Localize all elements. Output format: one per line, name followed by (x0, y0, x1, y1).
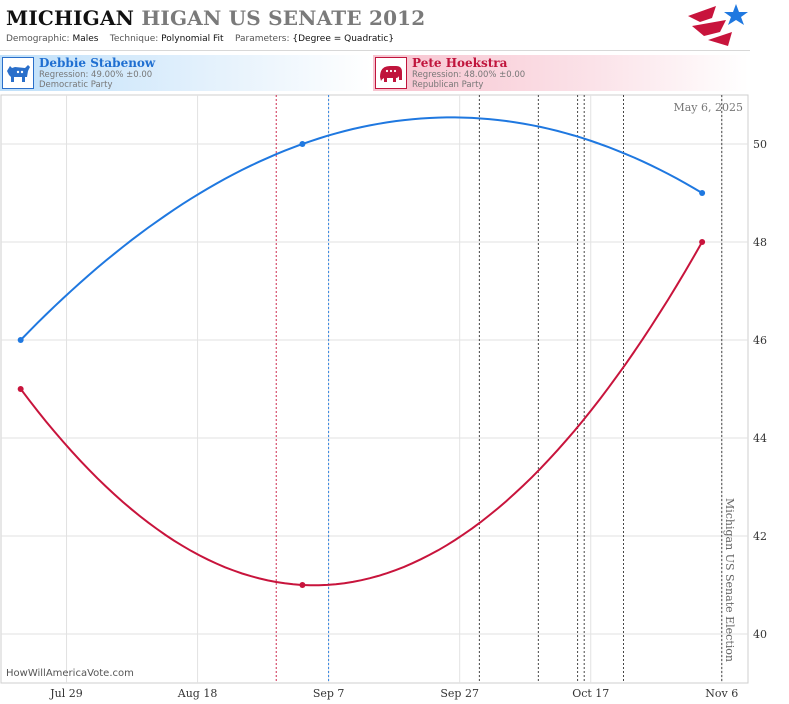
x-tick-label: Jul 29 (49, 687, 83, 700)
y-tick-label: 48 (753, 236, 767, 249)
y-tick-label: 40 (753, 628, 767, 641)
x-tick-label: Sep 7 (313, 687, 345, 700)
title-race: HIGAN US SENATE 2012 (141, 6, 426, 30)
x-tick-label: Sep 27 (440, 687, 479, 700)
technique-value: Polynomial Fit (161, 34, 224, 44)
demographic-label: Demographic: (6, 34, 70, 44)
y-tick-label: 46 (753, 334, 767, 347)
x-tick-label: Nov 6 (705, 687, 738, 700)
plot-area (0, 94, 749, 684)
election-annotation: Michigan US Senate Election (723, 498, 736, 662)
candidate-name: Debbie Stabenow (39, 56, 156, 70)
data-point (299, 582, 306, 588)
y-tick-label: 44 (753, 432, 767, 445)
data-point (17, 386, 24, 392)
data-point (699, 239, 706, 245)
title-state: MICHIGAN (6, 6, 135, 30)
technique-label: Technique: (109, 34, 159, 44)
candidate-card-stabenow: Debbie Stabenow Regression: 49.00% ±0.00… (0, 55, 372, 91)
candidate-name: Pete Hoekstra (412, 56, 508, 70)
elephant-icon (375, 57, 407, 89)
candidate-regression: Regression: 48.00% ±0.00 (412, 70, 526, 80)
candidate-party: Democratic Party (39, 80, 113, 90)
chart-parameters: Demographic: Males Technique: Polynomial… (6, 34, 394, 44)
candidate-party: Republican Party (412, 80, 484, 90)
x-tick-label: Oct 17 (572, 687, 609, 700)
donkey-icon (2, 57, 34, 89)
demographic-value: Males (72, 34, 99, 44)
site-logo-icon (688, 4, 748, 46)
trend-line (19, 241, 703, 587)
candidate-regression: Regression: 49.00% ±0.00 (39, 70, 153, 80)
site-watermark: HowWillAmericaVote.com (6, 668, 134, 679)
y-tick-label: 50 (753, 138, 767, 151)
y-tick-label: 42 (753, 530, 767, 543)
chart-title: MICHIGAN HIGAN US SENATE 2012 (6, 6, 425, 30)
data-point (699, 190, 706, 196)
x-tick-label: Aug 18 (177, 687, 218, 700)
chart-header: MICHIGAN HIGAN US SENATE 2012 Demographi… (0, 0, 750, 51)
candidate-card-hoekstra: Pete Hoekstra Regression: 48.00% ±0.00 R… (373, 55, 749, 91)
current-date-label: May 6, 2025 (673, 101, 743, 114)
data-point (17, 337, 24, 343)
trend-line (19, 116, 703, 341)
parameters-label: Parameters: (234, 34, 290, 44)
data-point (299, 141, 306, 147)
parameters-value: {Degree = Quadratic} (292, 34, 395, 44)
